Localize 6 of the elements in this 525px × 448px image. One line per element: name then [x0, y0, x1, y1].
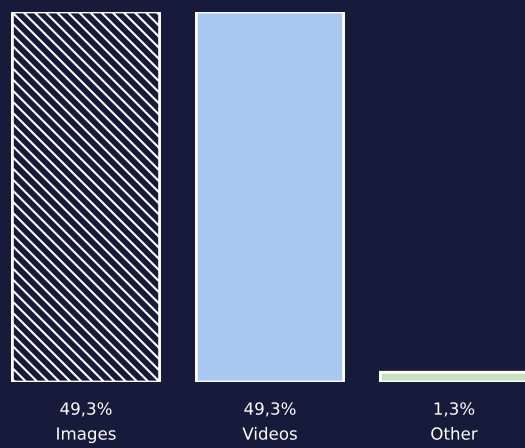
x-tick-label: Videos [242, 426, 297, 440]
data-label: 49,3% [244, 402, 296, 417]
data-label: 1,3% [434, 402, 474, 417]
data-label: 49,3% [60, 402, 112, 417]
x-tick-label: Other [431, 426, 478, 440]
x-tick-label: Images [57, 427, 116, 444]
